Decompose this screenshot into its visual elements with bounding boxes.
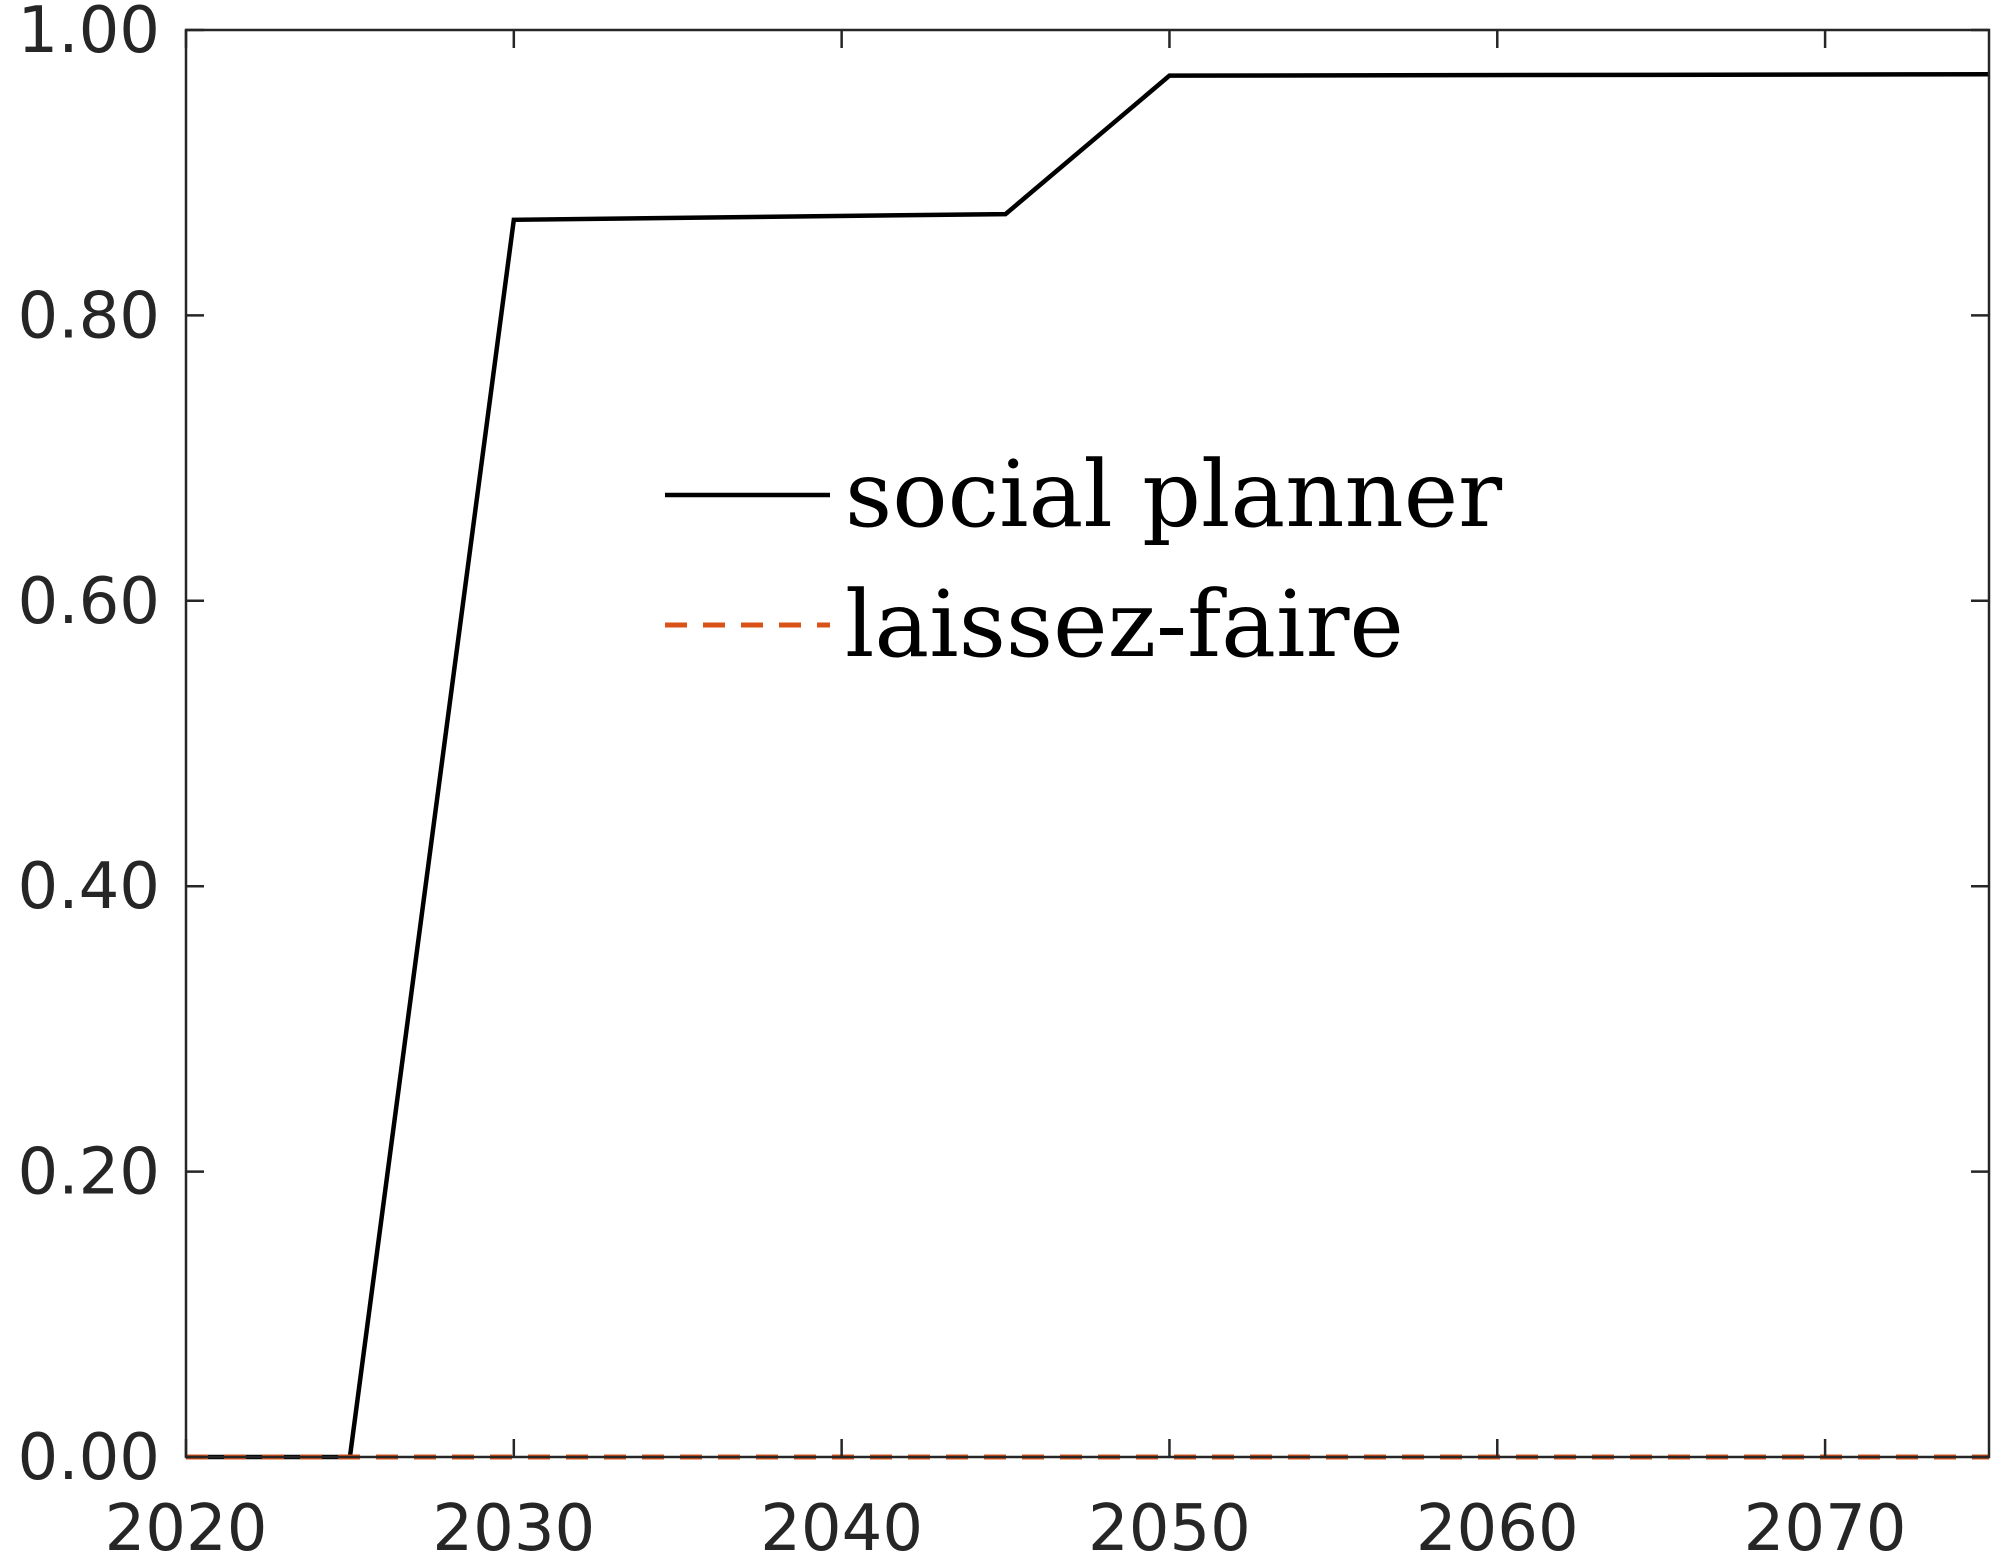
legend-label-laissez-faire: laissez-faire [845, 571, 1404, 678]
y-tick-label-1: 0.20 [18, 1136, 161, 1210]
y-axis-tick-labels: 0.00 0.20 0.40 0.60 0.80 1.00 [18, 0, 161, 1495]
y-tick-label-4: 0.80 [18, 279, 161, 353]
ticks-layer [184, 28, 1989, 1459]
legend: social planner laissez-faire [665, 441, 1502, 678]
y-tick-label-0: 0.00 [18, 1421, 161, 1495]
y-tick-label-2: 0.40 [18, 850, 161, 924]
x-tick-label-1: 2030 [432, 1492, 595, 1554]
x-axis-tick-labels: 2020 2030 2040 2050 2060 2070 [105, 1492, 1907, 1554]
y-tick-label-3: 0.60 [18, 565, 161, 639]
x-tick-label-0: 2020 [105, 1492, 268, 1554]
axes-box [184, 28, 1991, 1459]
x-tick-label-4: 2060 [1416, 1492, 1579, 1554]
x-tick-label-2: 2040 [760, 1492, 923, 1554]
plot-background [186, 30, 1989, 1457]
legend-label-social-planner: social planner [845, 441, 1502, 548]
x-tick-label-5: 2070 [1744, 1492, 1907, 1554]
y-tick-label-5: 1.00 [18, 0, 161, 68]
x-tick-label-3: 2050 [1088, 1492, 1251, 1554]
